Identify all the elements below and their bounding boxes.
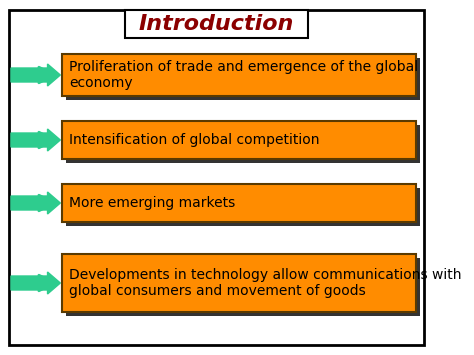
Text: Developments in technology allow communications with
global consumers and moveme: Developments in technology allow communi… (70, 268, 462, 298)
FancyBboxPatch shape (66, 125, 419, 163)
Text: Introduction: Introduction (139, 14, 294, 34)
FancyArrow shape (11, 129, 60, 151)
FancyBboxPatch shape (62, 121, 416, 159)
FancyArrow shape (11, 272, 60, 294)
FancyArrow shape (11, 192, 60, 214)
FancyBboxPatch shape (62, 184, 416, 222)
Text: Proliferation of trade and emergence of the global economy: Proliferation of trade and emergence of … (70, 60, 419, 90)
FancyBboxPatch shape (66, 58, 419, 100)
FancyBboxPatch shape (62, 254, 416, 312)
FancyBboxPatch shape (66, 188, 419, 226)
FancyBboxPatch shape (125, 10, 308, 38)
FancyBboxPatch shape (62, 54, 416, 96)
Text: Intensification of global competition: Intensification of global competition (70, 133, 320, 147)
FancyBboxPatch shape (9, 10, 424, 345)
Text: More emerging markets: More emerging markets (70, 196, 236, 210)
FancyArrow shape (11, 64, 60, 86)
FancyBboxPatch shape (66, 258, 419, 316)
